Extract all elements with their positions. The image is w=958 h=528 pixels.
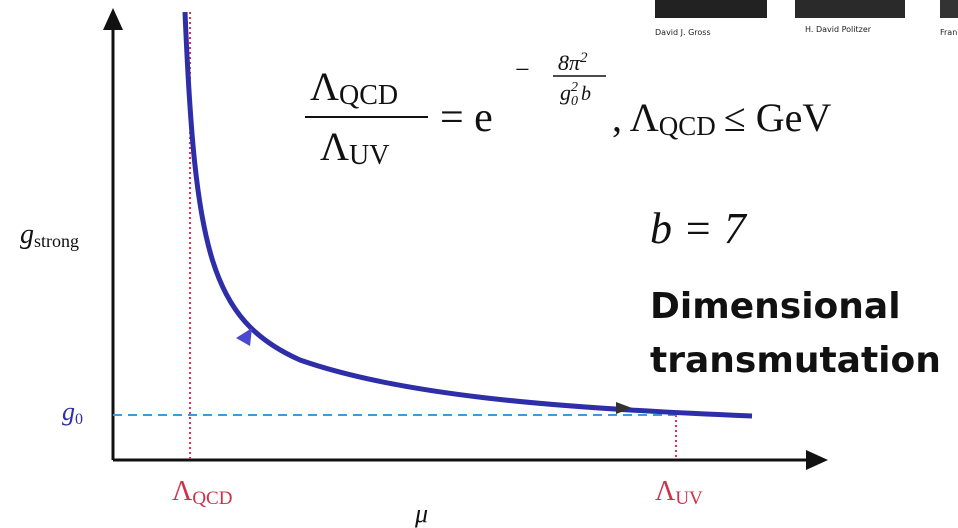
- photo: [940, 0, 958, 18]
- qcd-label: ΛQCD: [172, 476, 232, 509]
- flow-arrow: [616, 402, 632, 414]
- exp-den-g: g: [560, 80, 571, 105]
- num-sub: QCD: [339, 80, 398, 111]
- y-label: gstrong: [20, 219, 79, 251]
- exp-den-b: b: [581, 83, 591, 105]
- coupling-curve: [182, 11, 753, 419]
- arrowhead: [103, 8, 123, 30]
- formula-eq: = e: [440, 95, 493, 141]
- caption: H. David Politzer: [805, 25, 872, 34]
- den-sub: UV: [349, 140, 389, 171]
- x-label: μ: [414, 499, 428, 528]
- exp-den-pow: 2: [571, 80, 578, 95]
- arrowhead: [806, 450, 828, 470]
- formula-rhs: , ΛQCD ≤ GeV: [612, 95, 831, 141]
- qcd-sub: QCD: [192, 488, 232, 509]
- caption: David J. Gross: [655, 28, 711, 37]
- photo: [655, 0, 767, 18]
- exp-den-sub: 0: [571, 94, 578, 109]
- exp-den: g02 b: [560, 80, 591, 109]
- caption: Fran: [940, 28, 957, 37]
- uv-main: Λ: [655, 476, 676, 507]
- rhs-sub: QCD: [659, 111, 716, 141]
- flow-arrow: [236, 328, 252, 346]
- exp-sign: −: [515, 55, 530, 84]
- b-equation: b = 7: [650, 204, 748, 253]
- g0-sub: 0: [75, 411, 83, 428]
- den: Λ: [320, 124, 349, 169]
- exp-num-pow: 2: [580, 50, 588, 66]
- g0-label: g0: [62, 397, 83, 428]
- heading: transmutation: [650, 340, 941, 381]
- num: Λ: [310, 64, 339, 109]
- qcd-main: Λ: [172, 476, 193, 507]
- heading: Dimensional: [650, 286, 901, 327]
- y-label-sub: strong: [34, 231, 79, 251]
- uv-label: ΛUV: [655, 476, 703, 509]
- exp-num: 8π2: [558, 50, 588, 75]
- rhs-rest: ≤ GeV: [724, 95, 832, 140]
- photo: [795, 0, 905, 18]
- uv-sub: UV: [675, 488, 703, 509]
- formula-num: ΛQCD: [310, 64, 398, 111]
- g0-main: g: [62, 397, 75, 426]
- exp-num-main: 8π: [558, 50, 581, 75]
- y-label-main: g: [20, 219, 34, 250]
- rhs: , Λ: [612, 95, 659, 140]
- formula-den: ΛUV: [320, 124, 389, 171]
